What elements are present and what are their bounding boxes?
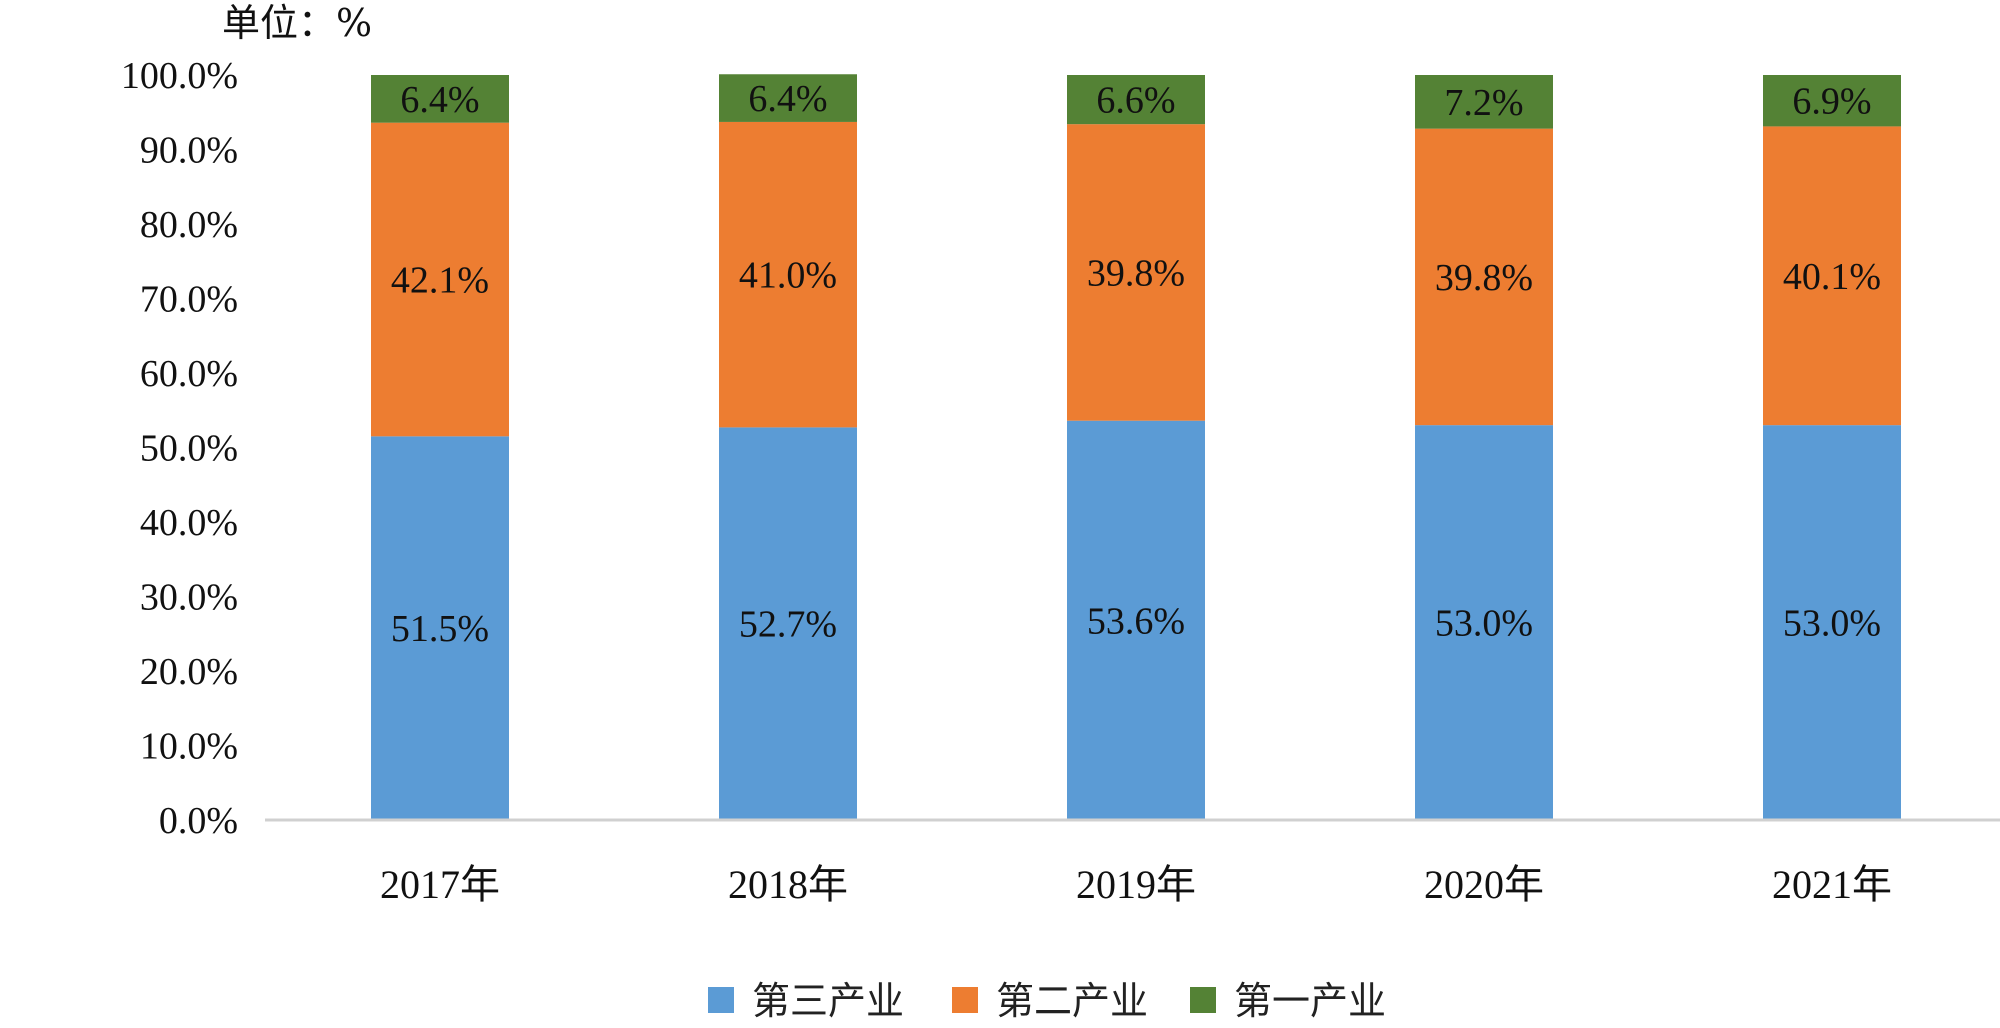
bar-segment bbox=[1763, 425, 1901, 820]
bar-segment bbox=[1067, 75, 1205, 125]
bar-segment bbox=[371, 122, 509, 437]
y-tick-label: 70.0% bbox=[140, 279, 238, 321]
bar-segment bbox=[1763, 126, 1901, 426]
legend-label: 第三产业 bbox=[752, 979, 904, 1023]
bar-segment bbox=[1067, 420, 1205, 820]
data-label: 51.5% bbox=[391, 608, 489, 650]
data-label: 53.6% bbox=[1087, 600, 1185, 642]
y-tick-label: 50.0% bbox=[140, 428, 238, 470]
y-tick-label: 60.0% bbox=[140, 353, 238, 395]
x-tick-label: 2017年 bbox=[380, 862, 500, 907]
x-axis-ticks: 2017年 2018年 2019年 2020年 2021年 bbox=[380, 862, 1892, 907]
unit-label: 单位：% bbox=[222, 1, 372, 45]
data-label: 53.0% bbox=[1783, 603, 1881, 645]
data-label: 53.0% bbox=[1435, 603, 1533, 645]
data-label: 39.8% bbox=[1087, 252, 1185, 294]
y-tick-label: 40.0% bbox=[140, 502, 238, 544]
legend-swatch bbox=[952, 987, 978, 1013]
x-tick-label: 2020年 bbox=[1424, 862, 1544, 907]
data-label: 40.1% bbox=[1783, 256, 1881, 298]
bar-segment bbox=[719, 74, 857, 122]
legend-swatch bbox=[708, 987, 734, 1013]
bar-segment bbox=[371, 75, 509, 123]
x-tick-label: 2021年 bbox=[1772, 862, 1892, 907]
data-label: 7.2% bbox=[1444, 82, 1523, 124]
y-tick-label: 100.0% bbox=[121, 55, 238, 97]
data-label: 6.6% bbox=[1096, 80, 1175, 122]
y-tick-label: 30.0% bbox=[140, 577, 238, 619]
x-tick-label: 2019年 bbox=[1076, 862, 1196, 907]
data-label: 6.4% bbox=[748, 78, 827, 120]
bar-segment bbox=[719, 427, 857, 820]
y-axis-ticks: 0.0% 10.0% 20.0% 30.0% 40.0% 50.0% 60.0% 70.0% 8… bbox=[121, 55, 238, 842]
legend-swatch bbox=[1190, 987, 1216, 1013]
legend-label: 第二产业 bbox=[996, 979, 1148, 1023]
data-label: 6.9% bbox=[1792, 81, 1871, 123]
data-label: 6.4% bbox=[400, 79, 479, 121]
bar-segment bbox=[1415, 128, 1553, 426]
bars-group: 51.5% 42.1% 6.4% 52.7% 41.0% 6.4% 53.6% 39.8% 6.… bbox=[371, 74, 1901, 820]
bar-segment bbox=[719, 121, 857, 428]
bar-segment bbox=[371, 436, 509, 820]
data-label: 41.0% bbox=[739, 255, 837, 297]
y-tick-label: 10.0% bbox=[140, 726, 238, 768]
data-label: 39.8% bbox=[1435, 257, 1533, 299]
bar-segment bbox=[1415, 75, 1553, 129]
legend-label: 第一产业 bbox=[1234, 979, 1386, 1023]
x-tick-label: 2018年 bbox=[728, 862, 848, 907]
bar-segment bbox=[1415, 425, 1553, 820]
y-tick-label: 80.0% bbox=[140, 204, 238, 246]
data-label: 52.7% bbox=[739, 604, 837, 646]
bar-segment bbox=[1067, 124, 1205, 421]
y-tick-label: 90.0% bbox=[140, 130, 238, 172]
y-tick-label: 0.0% bbox=[159, 800, 238, 842]
data-label: 42.1% bbox=[391, 260, 489, 302]
bar-segment bbox=[1763, 75, 1901, 127]
y-tick-label: 20.0% bbox=[140, 651, 238, 693]
legend: 第三产业 第二产业 第一产业 bbox=[708, 979, 1386, 1023]
